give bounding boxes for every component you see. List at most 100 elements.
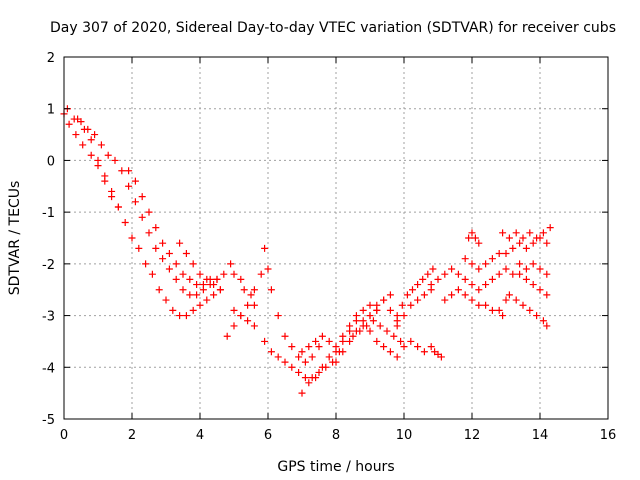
data-point [128,234,136,242]
data-point [461,291,469,299]
data-point [72,131,80,139]
data-point [420,291,428,299]
x-tick-label: 14 [532,428,549,443]
data-point [325,353,333,361]
data-point [488,306,496,314]
data-point [145,208,153,216]
data-point [502,265,510,273]
y-tick-label: -1 [42,206,55,221]
data-point [87,151,95,159]
data-point [247,291,255,299]
data-point [516,270,524,278]
data-point [482,260,490,268]
data-point [135,244,143,252]
data-point [461,275,469,283]
data-point [227,260,235,268]
data-point [526,306,534,314]
data-point [305,379,313,387]
data-point [376,322,384,330]
data-point [386,291,394,299]
data-point [104,151,112,159]
data-point [131,198,139,206]
data-point [199,281,207,289]
y-tick-label: 1 [47,103,55,118]
data-point [138,193,146,201]
data-point [414,281,422,289]
data-point [281,332,289,340]
x-tick-label: 10 [396,428,413,443]
data-point [301,358,309,366]
chart-title: Day 307 of 2020, Sidereal Day-to-day VTE… [50,20,616,36]
data-point [427,281,435,289]
data-point [373,306,381,314]
data-point [380,296,388,304]
data-point [363,322,371,330]
data-point [210,281,218,289]
data-point [398,301,406,309]
data-point [356,327,364,335]
data-point [543,270,551,278]
data-point [420,348,428,356]
data-point [97,141,105,149]
data-point [359,306,367,314]
data-point [543,291,551,299]
data-point [210,291,218,299]
y-tick-label: 2 [47,51,55,66]
data-point [281,358,289,366]
data-point [386,348,394,356]
data-point [267,286,275,294]
data-point [468,296,476,304]
data-point [429,265,437,273]
data-point [488,255,496,263]
data-point [533,312,541,320]
data-point [539,317,547,325]
data-point [373,337,381,345]
data-point [543,322,551,330]
data-point [318,332,326,340]
data-point [165,250,173,258]
data-point [274,312,282,320]
data-point [315,368,323,376]
data-point [393,353,401,361]
data-point [196,270,204,278]
data-point [529,239,537,247]
data-point [288,363,296,371]
data-point [509,270,517,278]
data-point [308,353,316,361]
y-tick-label: -5 [42,413,55,428]
y-tick-label: 0 [47,154,55,169]
data-point [295,368,303,376]
data-point [213,275,221,283]
data-point [162,296,170,304]
data-point [261,337,269,345]
data-point [448,291,456,299]
data-point [193,291,201,299]
data-point [193,281,201,289]
data-point [312,337,320,345]
data-point [488,275,496,283]
data-point [461,255,469,263]
data-point [475,239,483,247]
data-point [196,301,204,309]
data-point [79,141,87,149]
data-point [536,234,544,242]
data-point [522,244,530,252]
data-point [172,260,180,268]
data-point [529,260,537,268]
data-point [499,312,507,320]
data-point [495,270,503,278]
data-point [74,115,82,123]
data-point [499,229,507,237]
data-point [441,270,449,278]
data-point [502,250,510,258]
x-axis-label: GPS time / hours [277,459,394,475]
y-axis-label: SDTVAR / TECUs [7,181,23,296]
data-point [91,131,99,139]
data-point [172,275,180,283]
data-point [522,265,530,273]
data-point [257,270,265,278]
y-tick-label: -4 [42,361,55,376]
data-point [301,374,309,382]
data-point [471,234,479,242]
